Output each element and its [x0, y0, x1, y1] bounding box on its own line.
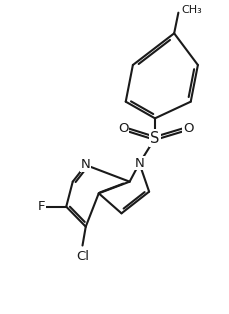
Text: N: N [81, 159, 90, 171]
Text: N: N [134, 157, 144, 170]
Text: F: F [38, 200, 45, 213]
Text: O: O [182, 122, 193, 135]
Text: Cl: Cl [76, 250, 89, 263]
Text: CH₃: CH₃ [180, 5, 201, 15]
Text: S: S [150, 131, 159, 146]
Text: O: O [117, 122, 128, 135]
